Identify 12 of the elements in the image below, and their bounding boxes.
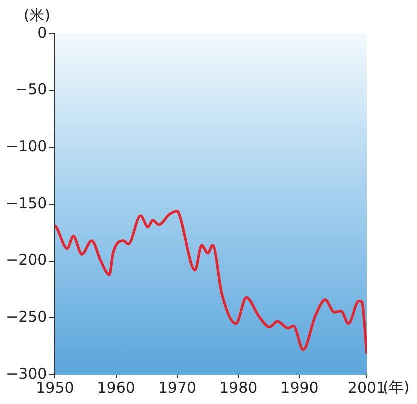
x-tick-label: 1980 [220, 378, 258, 397]
y-tick-label: −150 [6, 194, 48, 212]
x-tick-label: 1970 [158, 378, 197, 397]
y-tick-label: −250 [6, 308, 48, 326]
y-tick-label: −200 [6, 251, 48, 270]
line-series [55, 210, 367, 355]
y-axis-title: (米) [24, 6, 51, 24]
y-tick-label: −100 [6, 138, 48, 156]
y-tick-label: −50 [16, 80, 48, 99]
x-tick-label: 1960 [97, 378, 136, 397]
x-tick-label: 1990 [280, 378, 319, 397]
y-tick-label: 0 [38, 24, 48, 42]
